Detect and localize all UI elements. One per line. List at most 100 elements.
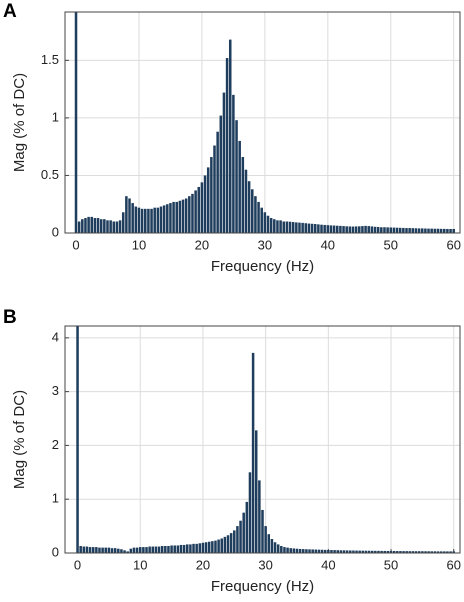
bar: [77, 221, 81, 233]
bar: [320, 549, 324, 553]
bar: [427, 551, 430, 553]
bar: [446, 228, 449, 233]
bar: [282, 221, 286, 233]
bar: [351, 226, 355, 233]
bar: [241, 157, 245, 233]
bar: [261, 509, 264, 553]
bar: [84, 218, 87, 233]
bar: [112, 221, 116, 233]
bar: [283, 547, 286, 553]
bar: [88, 547, 92, 553]
bar: [162, 205, 166, 233]
bar: [144, 208, 147, 233]
bar: [85, 546, 89, 553]
bar: [90, 216, 94, 233]
bar: [389, 227, 393, 233]
bar: [96, 218, 100, 233]
bar: [176, 545, 180, 553]
bar: [188, 196, 191, 233]
bar: [392, 227, 396, 233]
bar: [87, 216, 90, 233]
bar: [364, 225, 367, 233]
bar: [364, 550, 368, 553]
bar: [201, 542, 205, 553]
panel-label: B: [3, 307, 17, 328]
bar: [123, 550, 126, 553]
bar: [195, 543, 198, 553]
bar: [311, 549, 314, 553]
bar: [222, 92, 226, 233]
bar: [355, 550, 358, 553]
bar: [317, 224, 320, 233]
x-tick-label: 50: [384, 237, 398, 252]
bar: [131, 203, 134, 233]
bars: [76, 326, 455, 553]
bar: [109, 220, 112, 233]
bar: [383, 550, 387, 553]
bar: [99, 219, 103, 233]
bar: [358, 550, 361, 553]
bar: [352, 550, 355, 553]
x-tick-label: 0: [74, 557, 81, 572]
bar: [128, 198, 131, 233]
bar: [339, 225, 342, 233]
bar: [430, 228, 433, 233]
bar: [452, 228, 455, 233]
bar: [157, 546, 161, 553]
bar: [238, 140, 241, 233]
y-tick-label: 3: [52, 383, 59, 398]
x-tick-label: 10: [133, 557, 147, 572]
bar: [439, 228, 443, 233]
bar: [98, 547, 101, 553]
bar: [361, 550, 365, 553]
bar: [225, 58, 229, 233]
bar: [213, 145, 216, 233]
bar: [192, 543, 195, 553]
bar: [405, 551, 408, 553]
bar: [332, 225, 336, 233]
bar: [82, 546, 86, 553]
bar: [145, 547, 148, 553]
y-tick-label: 1: [52, 491, 59, 506]
bar: [107, 547, 111, 553]
bar: [266, 215, 270, 233]
bar: [204, 542, 208, 553]
bar: [118, 220, 122, 233]
bar: [273, 219, 276, 233]
bar: [236, 526, 239, 553]
bar: [335, 225, 339, 233]
bar: [203, 175, 207, 233]
bar: [330, 550, 333, 553]
bar: [214, 540, 217, 553]
bar: [433, 551, 437, 553]
bar: [156, 207, 160, 233]
x-axis-label: Frequency (Hz): [211, 578, 314, 595]
bar: [269, 218, 273, 233]
axes-box: [64, 325, 461, 554]
bar: [295, 548, 299, 553]
bar: [280, 546, 283, 553]
bar: [81, 219, 84, 233]
bar: [95, 547, 98, 553]
bar: [170, 545, 173, 553]
bar: [147, 208, 150, 233]
bar: [308, 549, 311, 553]
bar: [166, 204, 169, 233]
bar: [264, 526, 267, 553]
bar: [153, 207, 156, 233]
bar: [113, 548, 117, 553]
x-axis-label: Frequency (Hz): [211, 258, 314, 275]
bar: [115, 221, 119, 233]
bar: [289, 548, 292, 553]
bar: [436, 228, 440, 233]
x-tick-label: 20: [195, 237, 209, 252]
bar: [179, 544, 183, 553]
bar: [151, 546, 155, 553]
bar: [436, 551, 440, 553]
bar: [377, 550, 380, 553]
bar: [126, 551, 129, 553]
bar: [348, 226, 352, 233]
bar: [245, 501, 249, 553]
bar: [411, 228, 415, 233]
